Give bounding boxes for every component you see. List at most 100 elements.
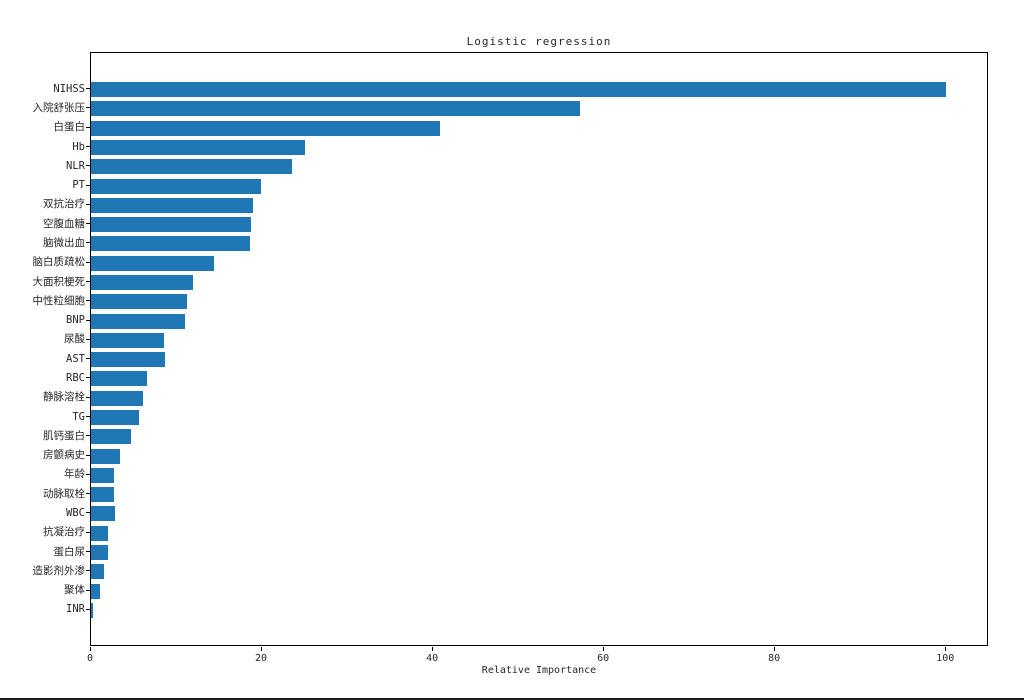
y-tick-mark <box>86 416 90 417</box>
bar-尿酸 <box>91 332 164 348</box>
y-tick-label: 肌钙蛋白 <box>43 429 85 442</box>
y-tick-mark <box>86 338 90 340</box>
x-tick-label: 40 <box>426 653 439 664</box>
y-tick-label: Hb <box>72 140 85 153</box>
y-tick-label: 造影剂外渗 <box>32 564 86 577</box>
y-tick-mark <box>86 435 90 437</box>
plot-area <box>90 52 988 646</box>
y-tick-label: INR <box>66 603 85 616</box>
x-tick-mark <box>260 647 262 651</box>
y-tick-mark <box>86 493 90 495</box>
bar-抗凝治疗 <box>91 525 109 541</box>
y-tick-mark <box>86 454 90 456</box>
y-tick-mark <box>86 570 90 572</box>
x-tick-label: 80 <box>768 653 781 664</box>
y-tick-mark <box>86 261 90 263</box>
bar-INR <box>91 602 94 618</box>
y-tick-label: 聚体 <box>64 584 85 597</box>
y-tick-mark <box>86 300 90 302</box>
y-tick-mark <box>86 242 90 244</box>
bar-静脉溶栓 <box>91 390 144 406</box>
x-tick-mark <box>431 647 433 651</box>
y-tick-mark <box>86 531 90 533</box>
y-tick-label: 静脉溶栓 <box>43 391 85 404</box>
y-tick-mark <box>86 184 90 186</box>
y-tick-label: 尿酸 <box>64 333 85 346</box>
bar-白蛋白 <box>91 120 440 136</box>
y-tick-label: 入院舒张压 <box>32 101 86 114</box>
bar-大面积梗死 <box>91 275 193 290</box>
y-tick-label: 空腹血糖 <box>43 217 85 230</box>
y-tick-label: 蛋白尿 <box>53 545 86 558</box>
y-tick-label: 动脉取栓 <box>43 487 85 500</box>
x-tick-mark <box>944 647 946 651</box>
bar-TG <box>91 410 139 425</box>
y-tick-label: WBC <box>66 506 85 519</box>
y-tick-mark <box>86 473 90 475</box>
y-tick-mark <box>86 107 90 109</box>
bar-蛋白尿 <box>91 545 109 560</box>
bar-Hb <box>91 140 305 155</box>
x-tick-label: 60 <box>597 653 610 664</box>
bar-入院舒张压 <box>91 101 581 117</box>
x-axis-label: Relative Importance <box>481 665 597 676</box>
y-tick-mark <box>86 146 90 147</box>
y-tick-mark <box>86 358 90 360</box>
y-tick-label: AST <box>66 352 85 365</box>
bar-脑微出血 <box>91 236 251 252</box>
bar-双抗治疗 <box>91 197 254 213</box>
y-tick-label: 白蛋白 <box>53 121 86 134</box>
bar-WBC <box>91 506 115 522</box>
y-tick-label: 中性粒细胞 <box>32 294 86 307</box>
bar-房颤病史 <box>91 448 121 464</box>
y-tick-mark <box>86 512 90 514</box>
y-tick-mark <box>86 223 90 225</box>
bar-NIHSS <box>91 82 947 98</box>
bar-聚体 <box>91 583 100 599</box>
y-tick-mark <box>86 319 90 321</box>
bar-年龄 <box>91 467 115 483</box>
x-tick-mark <box>773 647 775 651</box>
y-tick-label: RBC <box>66 371 85 384</box>
y-tick-mark <box>86 396 90 398</box>
bar-AST <box>91 352 165 368</box>
bar-BNP <box>91 313 186 329</box>
chart-title: Logistic regression <box>466 35 612 48</box>
y-tick-mark <box>86 88 90 90</box>
y-tick-mark <box>86 281 90 282</box>
bar-动脉取栓 <box>91 487 115 503</box>
bar-PT <box>91 178 262 194</box>
y-tick-label: PT <box>72 179 85 192</box>
x-tick-label: 0 <box>86 653 94 664</box>
y-tick-label: 年龄 <box>64 468 85 481</box>
y-tick-mark <box>86 551 90 552</box>
y-tick-mark <box>86 165 90 167</box>
y-tick-label: NIHSS <box>53 82 85 95</box>
y-tick-mark <box>86 608 90 610</box>
y-tick-mark <box>86 589 90 591</box>
bar-NLR <box>91 159 292 175</box>
y-tick-label: 脑白质疏松 <box>32 256 86 269</box>
y-tick-label: TG <box>72 410 85 423</box>
bar-肌钙蛋白 <box>91 429 132 445</box>
y-tick-mark <box>86 203 90 205</box>
y-tick-label: 脑微出血 <box>43 236 85 249</box>
y-tick-label: BNP <box>66 314 85 327</box>
x-tick-mark <box>89 647 91 651</box>
bar-空腹血糖 <box>91 217 251 233</box>
bottom-window-edge <box>0 698 1024 700</box>
bar-造影剂外渗 <box>91 564 104 580</box>
y-tick-label: 大面积梗死 <box>32 275 86 288</box>
y-tick-label: NLR <box>66 159 85 172</box>
y-tick-label: 抗凝治疗 <box>43 526 85 539</box>
x-tick-label: 100 <box>936 653 955 664</box>
x-tick-mark <box>602 647 604 651</box>
y-tick-mark <box>86 126 90 128</box>
bar-中性粒细胞 <box>91 294 187 310</box>
bar-脑白质疏松 <box>91 255 215 271</box>
y-tick-mark <box>86 377 90 379</box>
x-tick-label: 20 <box>255 653 268 664</box>
y-tick-label: 房颤病史 <box>43 449 85 462</box>
bar-RBC <box>91 371 147 387</box>
